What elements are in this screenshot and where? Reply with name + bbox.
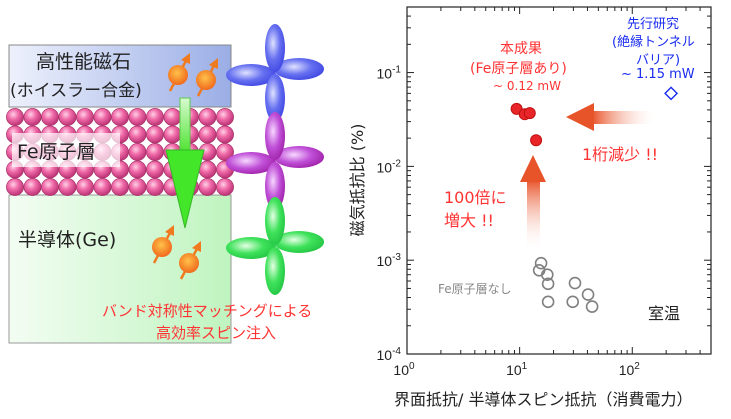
fe-atom — [146, 108, 164, 126]
data-point-no-fe — [541, 277, 555, 291]
data-point-no-fe — [566, 295, 580, 309]
x-tick-label: 102 — [619, 361, 641, 378]
magnet-label-sub: (ホイスラー合金) — [10, 81, 142, 101]
fe-atom — [76, 108, 94, 126]
scatter-chart: 100 101 102 10-4 10-3 10-2 10-1 — [377, 6, 712, 378]
y-tick-label: 10-1 — [377, 65, 402, 82]
prior-work-sub1: (絶縁トンネル — [612, 35, 695, 50]
fe-atom — [111, 108, 129, 126]
prior-work-title: 先行研究 — [627, 17, 680, 32]
fe-atom — [111, 178, 129, 196]
spin-electron-icon — [196, 58, 218, 97]
data-point-this-work — [530, 134, 543, 147]
fe-atom — [128, 178, 147, 196]
caption-line2: 高効率スピン注入 — [156, 324, 277, 342]
spin-injection-arrow — [165, 97, 205, 229]
data-point-prior-work — [664, 86, 679, 101]
fe-atom — [128, 125, 147, 144]
y-tick-label: 10-2 — [377, 158, 402, 175]
x-axis-label: 界面抵抗/ 半導体スピン抵抗（消費電力） — [394, 390, 693, 409]
fe-atom — [6, 108, 24, 126]
increase-label-1: 100倍に — [444, 188, 507, 207]
no-fe-label: Fe原子層なし — [438, 282, 512, 296]
fe-atom — [198, 125, 217, 144]
fe-atom — [198, 160, 217, 179]
reduction-arrow — [566, 103, 658, 131]
fe-atom — [216, 143, 234, 161]
data-point-no-fe — [585, 300, 599, 313]
y-axis-label: 磁気抵抗比 (%) — [348, 123, 367, 237]
increase-arrow — [520, 155, 546, 252]
fe-layer-label: Fe原子層 — [17, 141, 96, 163]
magnet-label: 高性能磁石 — [36, 51, 132, 73]
fe-atom — [41, 178, 59, 196]
caption-line1: バンド対称性マッチングによる — [102, 302, 313, 320]
fe-atom — [58, 108, 77, 126]
fe-atom — [198, 178, 217, 196]
data-point-no-fe — [534, 256, 548, 270]
fe-atom — [76, 178, 94, 196]
this-work-title: 本成果 — [500, 41, 542, 57]
fe-atom — [216, 108, 234, 126]
fe-atom — [93, 108, 112, 126]
fe-atom — [146, 160, 164, 179]
y-tick-label: 10-3 — [377, 252, 402, 269]
x-tick-label: 101 — [506, 361, 528, 378]
fe-atom — [23, 108, 42, 126]
fe-atom — [93, 178, 112, 196]
d-orbital-purple-icon — [226, 112, 324, 210]
d-orbital-blue-icon — [226, 24, 324, 122]
fe-label-backdrop — [12, 133, 120, 167]
data-point-no-fe — [568, 276, 582, 290]
spin-electron-icon — [179, 241, 201, 280]
fe-atom — [41, 108, 59, 126]
fe-atom — [23, 178, 42, 196]
fe-atom — [128, 160, 147, 179]
spin-electron-icon — [152, 225, 174, 264]
prior-work-sub2: バリア) — [636, 53, 681, 68]
d-orbital-green-icon — [226, 197, 324, 295]
fe-atom — [216, 125, 234, 144]
fe-atom — [146, 143, 164, 161]
data-point-no-fe — [541, 295, 555, 309]
fe-atom — [128, 108, 147, 126]
increase-label-2: 増大 !! — [444, 211, 494, 230]
data-point-no-fe — [581, 288, 595, 301]
data-point-this-work — [523, 107, 536, 120]
orbital-icons — [226, 24, 324, 295]
fe-atom — [146, 178, 164, 196]
semiconductor-label: 半導体(Ge) — [18, 229, 117, 251]
fe-atom — [198, 108, 217, 126]
this-work-power: ~ 0.12 mW — [493, 79, 561, 93]
this-work-subtitle: (Fe原子層あり) — [470, 61, 567, 77]
spin-electrons — [152, 53, 218, 280]
y-tick-label: 10-4 — [377, 346, 402, 363]
fe-atom — [163, 108, 182, 126]
fe-atom — [163, 125, 182, 144]
prior-work-power: ~ 1.15 mW — [621, 67, 695, 82]
fe-atom — [216, 178, 234, 196]
fe-atom — [128, 143, 147, 161]
x-tick-label: 100 — [393, 361, 415, 378]
room-temp-label: 室温 — [648, 304, 681, 323]
fe-atom — [146, 125, 164, 144]
fe-atom — [6, 178, 24, 196]
spin-electron-icon — [168, 53, 190, 92]
fe-atom — [58, 178, 77, 196]
data-point-no-fe — [540, 268, 554, 282]
reduction-label: 1桁減少 !! — [582, 145, 659, 164]
magnet-layer — [8, 44, 232, 108]
